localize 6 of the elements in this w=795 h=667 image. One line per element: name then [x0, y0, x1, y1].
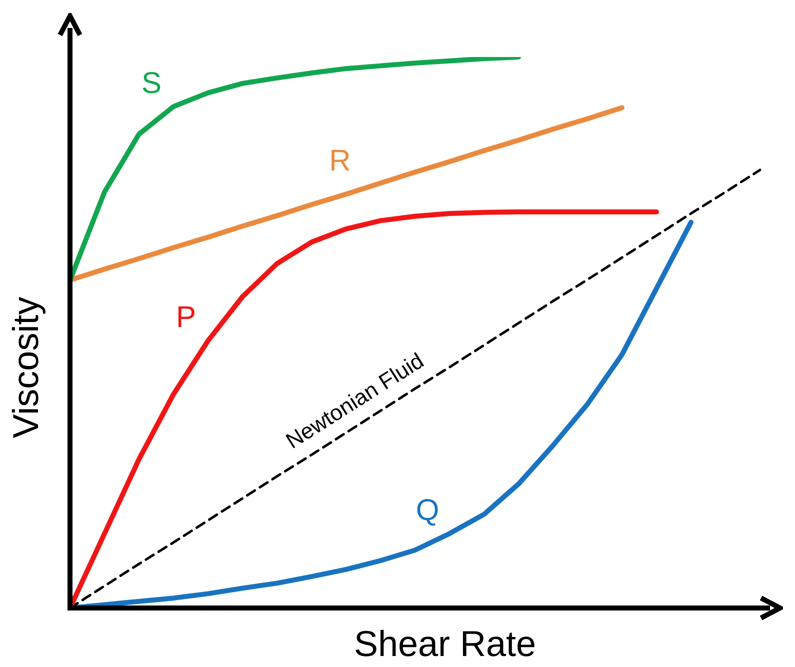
series-label: Q [416, 494, 440, 527]
x-axis-title: Shear Rate [354, 622, 536, 664]
series-label: S [141, 66, 162, 100]
y-axis-title: Viscosity [4, 296, 46, 438]
series-label: R [329, 144, 351, 178]
series-label: P [176, 301, 196, 334]
